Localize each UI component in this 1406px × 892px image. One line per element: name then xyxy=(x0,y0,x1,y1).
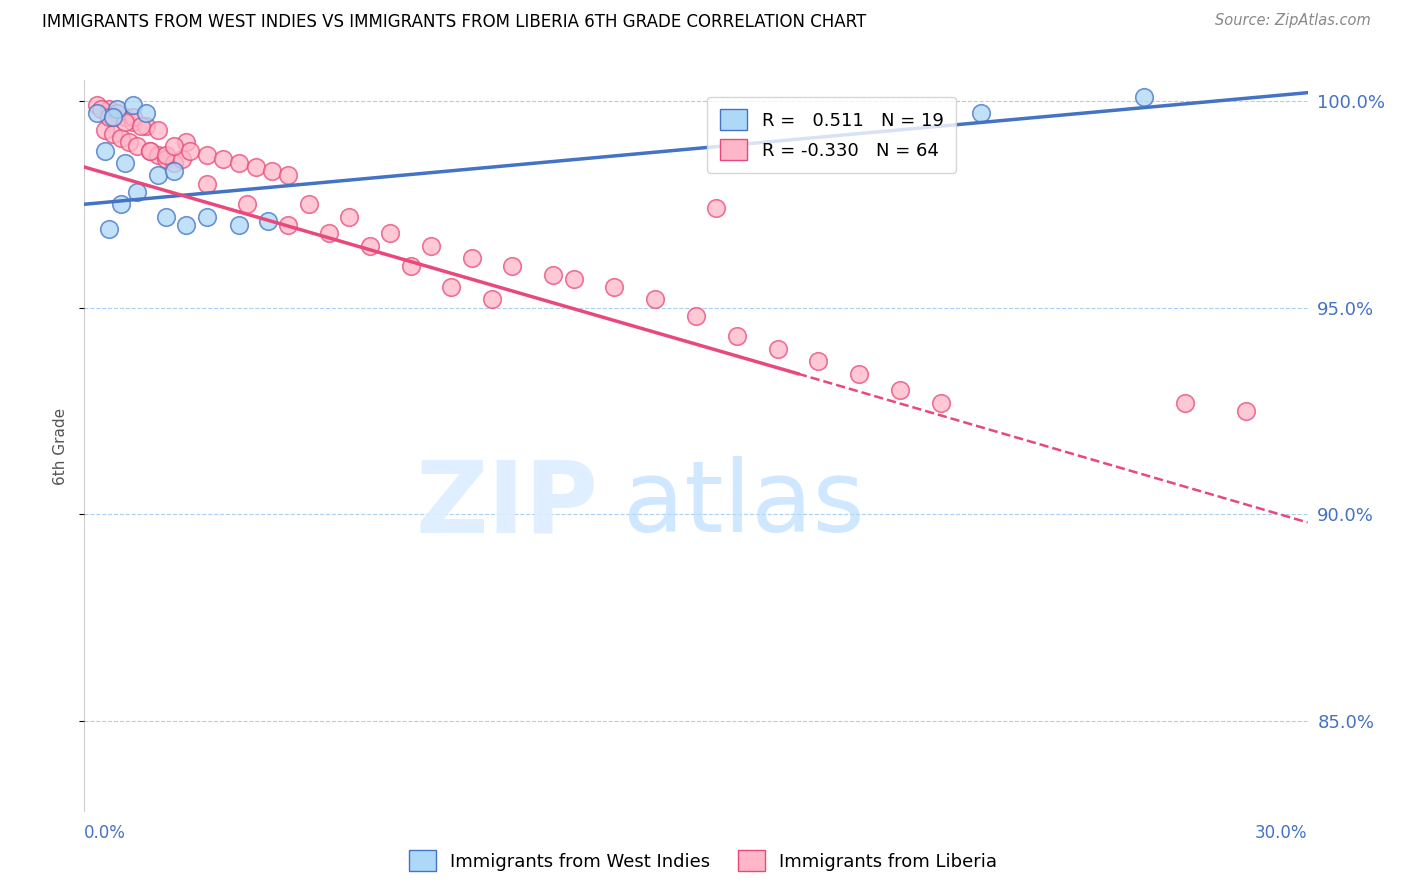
Point xyxy=(245,160,267,174)
Point xyxy=(97,222,120,236)
Y-axis label: 6th Grade: 6th Grade xyxy=(53,408,69,484)
Point xyxy=(228,156,250,170)
Point xyxy=(127,185,149,199)
Point xyxy=(706,202,728,216)
Point xyxy=(318,226,340,240)
Point xyxy=(380,226,402,240)
Point xyxy=(228,218,250,232)
Point xyxy=(97,102,120,116)
Point xyxy=(114,114,136,128)
Text: atlas: atlas xyxy=(623,456,865,553)
Point xyxy=(179,144,201,158)
Point xyxy=(118,135,141,149)
Point xyxy=(163,139,186,153)
Point xyxy=(114,156,136,170)
Point xyxy=(93,123,117,137)
Point xyxy=(603,280,626,294)
Point xyxy=(440,280,463,294)
Point xyxy=(481,293,503,307)
Point xyxy=(562,271,585,285)
Point xyxy=(131,119,153,133)
Point xyxy=(644,293,666,307)
Point xyxy=(105,102,128,116)
Point xyxy=(138,144,160,158)
Text: IMMIGRANTS FROM WEST INDIES VS IMMIGRANTS FROM LIBERIA 6TH GRADE CORRELATION CHA: IMMIGRANTS FROM WEST INDIES VS IMMIGRANT… xyxy=(42,13,866,31)
Point xyxy=(86,106,108,120)
Point xyxy=(212,152,235,166)
Point xyxy=(86,98,108,112)
Point xyxy=(114,111,136,125)
Point xyxy=(155,210,177,224)
Point xyxy=(236,197,259,211)
Point xyxy=(146,169,169,183)
Point xyxy=(122,114,145,128)
Point xyxy=(766,342,789,356)
Point xyxy=(260,164,283,178)
Point xyxy=(399,259,422,273)
Point xyxy=(172,152,194,166)
Point xyxy=(970,106,993,120)
Point xyxy=(155,147,177,161)
Point xyxy=(195,147,218,161)
Point xyxy=(90,102,112,116)
Point xyxy=(420,238,443,252)
Point xyxy=(97,111,120,125)
Point xyxy=(122,98,145,112)
Point xyxy=(146,123,169,137)
Point xyxy=(725,329,748,343)
Point xyxy=(277,169,299,183)
Legend: R =   0.511   N = 19, R = -0.330   N = 64: R = 0.511 N = 19, R = -0.330 N = 64 xyxy=(707,96,956,173)
Point xyxy=(1174,395,1197,409)
Point xyxy=(146,147,169,161)
Point xyxy=(889,383,911,397)
Point xyxy=(277,218,299,232)
Point xyxy=(1133,90,1156,104)
Point xyxy=(101,111,124,125)
Point xyxy=(155,152,177,166)
Point xyxy=(138,144,160,158)
Point xyxy=(110,197,132,211)
Point xyxy=(929,395,952,409)
Point xyxy=(257,214,280,228)
Point xyxy=(848,367,870,381)
Text: Source: ZipAtlas.com: Source: ZipAtlas.com xyxy=(1215,13,1371,29)
Point xyxy=(685,309,707,323)
Point xyxy=(163,156,186,170)
Point xyxy=(135,119,157,133)
Point xyxy=(176,135,198,149)
Point xyxy=(105,106,128,120)
Point xyxy=(105,106,128,120)
Point xyxy=(122,111,145,125)
Point xyxy=(807,354,830,368)
Point xyxy=(339,210,361,224)
Point xyxy=(543,268,565,282)
Point xyxy=(127,139,149,153)
Text: 0.0%: 0.0% xyxy=(84,824,127,842)
Text: ZIP: ZIP xyxy=(415,456,598,553)
Point xyxy=(359,238,381,252)
Point xyxy=(1236,404,1258,418)
Point xyxy=(163,164,186,178)
Text: 30.0%: 30.0% xyxy=(1256,824,1308,842)
Legend: Immigrants from West Indies, Immigrants from Liberia: Immigrants from West Indies, Immigrants … xyxy=(402,843,1004,879)
Point xyxy=(176,218,198,232)
Point xyxy=(461,251,484,265)
Point xyxy=(135,106,157,120)
Point xyxy=(101,127,124,141)
Point xyxy=(93,144,117,158)
Point xyxy=(195,177,218,191)
Point xyxy=(502,259,524,273)
Point xyxy=(298,197,321,211)
Point xyxy=(110,131,132,145)
Point xyxy=(195,210,218,224)
